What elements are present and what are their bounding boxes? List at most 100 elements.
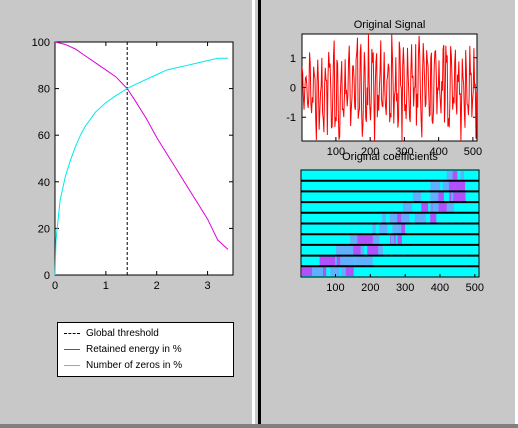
coeff-cell bbox=[340, 256, 348, 266]
coeff-cell bbox=[352, 245, 363, 255]
chart-legend: Global threshold Retained energy in % Nu… bbox=[57, 322, 234, 377]
coeff-x-tick-label: 500 bbox=[466, 282, 484, 294]
original-coefficients-chart: Original coefficients 100 200 300 400 500 bbox=[300, 151, 484, 294]
coeff-cell bbox=[389, 213, 398, 223]
coeff-cell bbox=[380, 224, 385, 234]
signal-x-tick-label: 200 bbox=[361, 146, 379, 158]
legend-item-threshold: Global threshold bbox=[64, 326, 159, 340]
coeff-cell bbox=[338, 245, 345, 255]
legend-item-zeros: Number of zeros in % bbox=[64, 358, 182, 372]
panel-divider-dark bbox=[258, 0, 261, 428]
coeff-cell bbox=[355, 256, 363, 266]
legend-swatch-zeros bbox=[64, 364, 80, 366]
threshold-chart: 0 20 40 60 80 100 0 1 2 3 bbox=[32, 37, 234, 292]
coeff-cell bbox=[458, 192, 466, 202]
signal-x-tick-label: 100 bbox=[327, 146, 345, 158]
coeff-cell bbox=[460, 171, 465, 180]
coeff-cell bbox=[443, 203, 454, 212]
y-tick-label: 80 bbox=[38, 84, 50, 96]
coeff-cell bbox=[370, 235, 378, 244]
coeff-cell bbox=[451, 192, 456, 202]
signal-series-line bbox=[302, 34, 477, 141]
coeff-cell bbox=[375, 235, 380, 244]
signal-title: Original Signal bbox=[354, 19, 426, 31]
coeff-cell bbox=[360, 245, 365, 255]
coeff-cell bbox=[450, 171, 458, 180]
coeff-cell bbox=[395, 213, 402, 223]
coeff-cell bbox=[401, 213, 410, 223]
coeff-x-tick-label: 400 bbox=[431, 282, 449, 294]
coeff-cell bbox=[312, 267, 324, 276]
coeff-cell bbox=[437, 203, 447, 212]
signal-y-tick-label: 1 bbox=[290, 53, 296, 65]
y-tick-label: 40 bbox=[38, 177, 50, 189]
coeff-cell bbox=[442, 181, 449, 191]
x-tick-label: 3 bbox=[205, 280, 211, 292]
coeff-cell bbox=[361, 256, 366, 266]
x-tick-label: 2 bbox=[154, 280, 160, 292]
y-tick-label: 60 bbox=[38, 130, 50, 142]
y-tick-label: 100 bbox=[32, 37, 50, 49]
signal-y-tick-label: -1 bbox=[286, 112, 296, 124]
coeff-cell bbox=[319, 256, 330, 266]
plot-area bbox=[54, 41, 234, 276]
coeff-cell bbox=[367, 245, 379, 255]
y-tick-label: 20 bbox=[38, 223, 50, 235]
x-tick-label: 0 bbox=[52, 280, 58, 292]
legend-item-energy: Retained energy in % bbox=[64, 342, 182, 356]
signal-y-tick-label: 0 bbox=[290, 83, 296, 95]
legend-swatch-dashed bbox=[64, 332, 80, 334]
coeff-cell bbox=[430, 181, 441, 191]
signal-x-tick-label: 500 bbox=[464, 146, 482, 158]
legend-swatch-energy bbox=[64, 348, 80, 350]
coeff-cell bbox=[382, 213, 386, 223]
coeff-cell bbox=[390, 235, 395, 244]
signal-x-tick-label: 300 bbox=[395, 146, 413, 158]
coeff-cell bbox=[430, 213, 437, 223]
coeff-cell bbox=[345, 245, 354, 255]
coeff-cell bbox=[374, 245, 383, 255]
coeff-cell bbox=[357, 235, 366, 244]
coeff-cell bbox=[403, 203, 413, 212]
coeff-cell bbox=[372, 224, 376, 234]
zeros-series-line bbox=[54, 57, 228, 276]
coeff-cell bbox=[347, 256, 355, 266]
energy-series-line bbox=[54, 41, 229, 250]
coeff-cell bbox=[453, 192, 461, 202]
coeff-title: Original coefficients bbox=[342, 151, 438, 163]
coeff-cell bbox=[350, 235, 359, 244]
coeff-cell bbox=[421, 203, 429, 212]
coeff-cell bbox=[401, 224, 405, 234]
coeff-cell bbox=[393, 224, 400, 234]
legend-label: Retained energy in % bbox=[86, 343, 182, 355]
panel-divider-right bbox=[515, 0, 518, 428]
signal-x-tick-label: 400 bbox=[429, 146, 447, 158]
panel-divider bbox=[252, 0, 255, 428]
bottom-edge bbox=[0, 424, 518, 428]
coeff-cell bbox=[457, 181, 465, 191]
coeff-cell bbox=[433, 203, 439, 212]
legend-label: Global threshold bbox=[86, 327, 159, 339]
coeff-cell bbox=[430, 192, 440, 202]
coeff-cell bbox=[397, 235, 402, 244]
coeff-cell bbox=[438, 192, 444, 202]
y-tick-label: 0 bbox=[44, 270, 50, 282]
coeff-cell bbox=[330, 267, 340, 276]
legend-label: Number of zeros in % bbox=[86, 359, 183, 371]
coeff-x-tick-label: 100 bbox=[326, 282, 344, 294]
coeff-cell bbox=[449, 181, 460, 191]
original-signal-chart: Original Signal 1 0 -1 100 200 300 400 500 bbox=[286, 19, 482, 158]
coeff-x-tick-label: 200 bbox=[361, 282, 379, 294]
coeff-cell bbox=[412, 192, 422, 202]
coeff-cell bbox=[326, 256, 336, 266]
x-tick-label: 1 bbox=[103, 280, 109, 292]
coeff-cell bbox=[340, 267, 346, 276]
coeff-cell bbox=[344, 267, 354, 276]
coeff-cell bbox=[301, 267, 313, 276]
coeff-cell bbox=[361, 256, 373, 266]
coeff-cell bbox=[448, 171, 453, 180]
coeff-cell bbox=[414, 213, 426, 223]
coeff-x-tick-label: 300 bbox=[396, 282, 414, 294]
coeff-cell bbox=[364, 235, 373, 244]
